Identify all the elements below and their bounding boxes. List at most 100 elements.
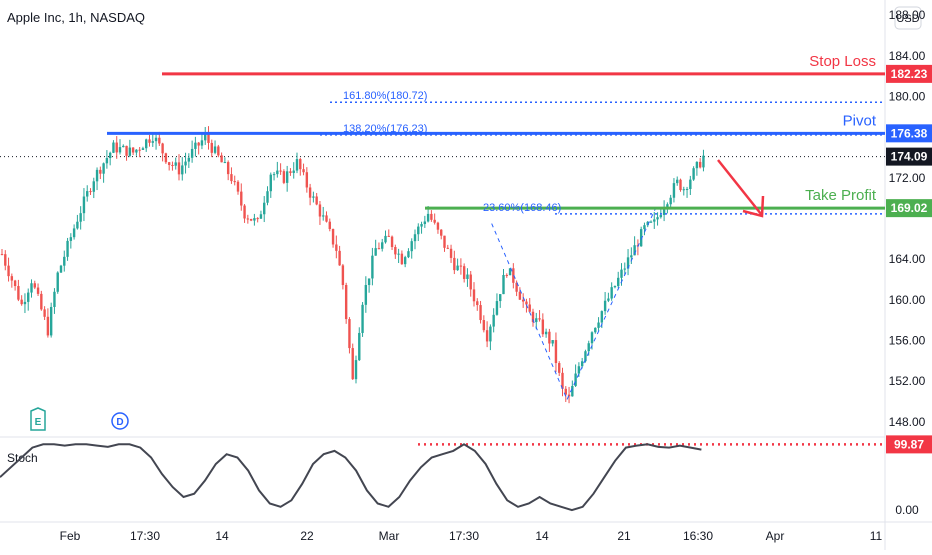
candle-body: [436, 222, 440, 230]
candle-body: [462, 266, 466, 279]
candle-body: [531, 311, 535, 323]
earnings-marker[interactable]: E: [30, 407, 46, 431]
candle-body: [312, 196, 315, 198]
candle-body: [649, 221, 653, 223]
candle-body: [394, 247, 397, 255]
take-profit-price-tag[interactable]: 169.02: [886, 199, 932, 218]
price-axis-tick: 160.00: [889, 293, 926, 307]
candle-body: [558, 363, 561, 373]
candle-body: [190, 148, 194, 158]
candle-body: [95, 169, 99, 182]
candle-body: [259, 214, 263, 219]
symbol-title: Apple Inc, 1h, NASDAQ: [7, 10, 145, 25]
candle-body: [374, 248, 377, 256]
candle-body: [580, 361, 584, 367]
stoch-value-tag[interactable]: 99.87: [886, 435, 932, 454]
candle-body: [82, 196, 86, 214]
candle-body: [72, 228, 76, 238]
candle-body: [263, 202, 266, 215]
time-axis-tick: 17:30: [130, 529, 160, 543]
dividends-marker[interactable]: D: [111, 412, 129, 430]
earnings-icon: E: [35, 417, 42, 428]
time-axis-tick: Mar: [379, 529, 400, 543]
price-axis-tick: 188.00: [889, 8, 926, 22]
price-axis-tick: 180.00: [889, 90, 926, 104]
candle-body: [433, 219, 436, 223]
candle-body: [417, 226, 420, 235]
candle-body: [249, 219, 253, 221]
candle-body: [662, 207, 666, 215]
candle-body: [600, 311, 604, 323]
candle-body: [489, 326, 492, 342]
candle-body: [626, 257, 630, 269]
candle-body: [443, 235, 446, 248]
time-axis-tick: 16:30: [683, 529, 713, 543]
candle-body: [361, 304, 364, 333]
pivot-price-tag[interactable]: 176.38: [886, 124, 932, 143]
currency-button[interactable]: USD: [894, 6, 922, 30]
candle-body: [430, 213, 433, 220]
candle-body: [587, 343, 590, 352]
candle-body: [449, 248, 453, 258]
candle-body: [177, 162, 181, 175]
candle-body: [358, 332, 361, 361]
candle-body: [469, 274, 472, 290]
candle-body: [541, 319, 545, 335]
candle-body: [590, 332, 594, 344]
candle-body: [230, 174, 233, 182]
price-axis-tick: 152.00: [889, 374, 926, 388]
candle-body: [577, 366, 581, 374]
candle-body: [63, 256, 66, 266]
time-axis[interactable]: Feb 17:30 14 22 Mar 17:30 14 21 16:30 Apr 11: [60, 529, 883, 543]
candle-body: [213, 146, 217, 153]
candle-body: [594, 327, 597, 333]
candle-body: [112, 142, 115, 153]
candle-body: [308, 187, 312, 198]
candle-body: [544, 331, 548, 335]
candle-body: [207, 134, 210, 143]
candle-body: [341, 265, 345, 286]
candle-body: [7, 265, 10, 277]
candle-body: [220, 155, 223, 163]
candle-body: [131, 147, 135, 153]
candle-body: [689, 179, 692, 189]
candle-body: [702, 155, 705, 168]
candle-body: [226, 162, 230, 175]
candle-body: [466, 274, 469, 279]
candle-body: [639, 229, 643, 247]
time-axis-tick: 17:30: [449, 529, 479, 543]
candle-body: [518, 291, 522, 300]
candle-body: [256, 218, 259, 220]
candle-body: [171, 164, 174, 166]
candle-body: [351, 348, 354, 380]
fib-1618-label: 161.80%(180.72): [343, 90, 427, 102]
candle-body: [479, 305, 482, 321]
candle-body: [151, 141, 154, 143]
candle-body: [446, 247, 449, 249]
candle-body: [318, 204, 322, 217]
candle-body: [40, 293, 43, 310]
candle-body: [508, 268, 512, 276]
candle-body: [551, 340, 554, 344]
candle-body: [200, 140, 204, 146]
stop-loss-price-tag[interactable]: 182.23: [886, 64, 932, 83]
candle-body: [141, 148, 145, 150]
candle-body: [125, 145, 128, 156]
candle-body: [217, 146, 220, 156]
candle-body: [305, 172, 309, 188]
current-price-tag[interactable]: 174.09: [886, 147, 932, 166]
candle-body: [138, 149, 141, 151]
price-axis-tick: 164.00: [889, 252, 926, 266]
candle-body: [23, 301, 27, 305]
candle-body: [613, 286, 617, 288]
pivot-price: 176.38: [891, 126, 928, 140]
candle-body: [154, 137, 158, 142]
candle-body: [685, 188, 689, 190]
candle-body: [92, 181, 95, 192]
candle-body: [184, 161, 187, 166]
candle-body: [79, 213, 82, 222]
fib-1382-label: 138.20%(176.23): [343, 123, 427, 135]
candle-body: [400, 253, 404, 265]
